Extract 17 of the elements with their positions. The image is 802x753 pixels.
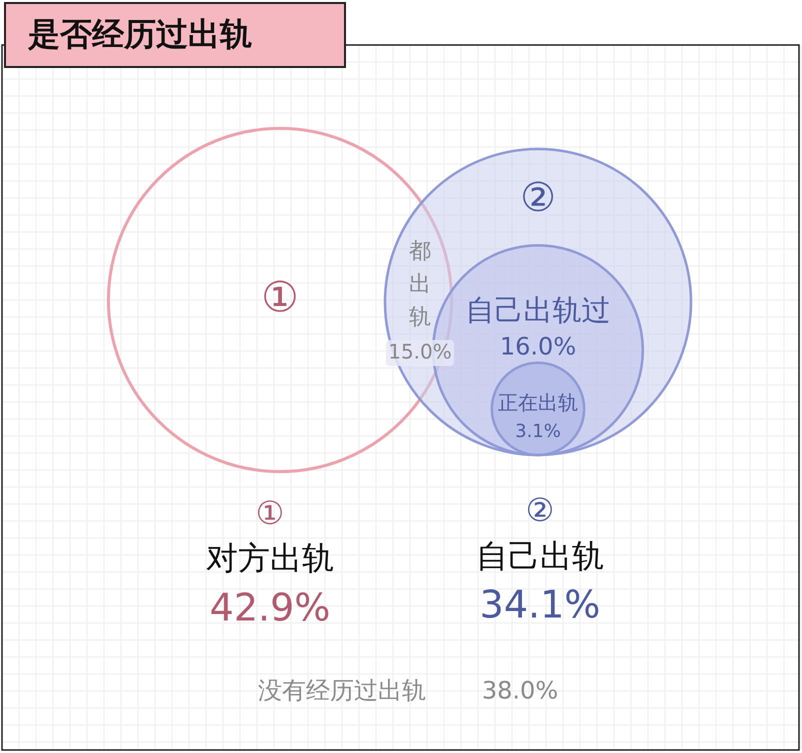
category-label: 对方出轨 [206, 538, 334, 577]
data-label: 42.9% [210, 585, 330, 630]
category-label: 自己出轨过 [466, 292, 610, 327]
text: ② [520, 174, 556, 221]
data-label: 3.1% [515, 420, 561, 442]
category-label: 没有经历过出轨 [258, 676, 426, 705]
text: ① [256, 494, 284, 532]
category-label: 自己出轨 [476, 536, 604, 575]
text: ② [526, 490, 554, 529]
data-label: 15.0% [388, 339, 452, 364]
data-label: 16.0% [500, 332, 576, 361]
category-label: 正在出轨 [498, 390, 578, 414]
text: ① [261, 272, 299, 322]
text: 是否经历过出轨 [27, 14, 252, 53]
data-label: 34.1% [480, 582, 600, 626]
data-label: 38.0% [482, 676, 558, 705]
category-label: 都出轨 [409, 239, 431, 330]
